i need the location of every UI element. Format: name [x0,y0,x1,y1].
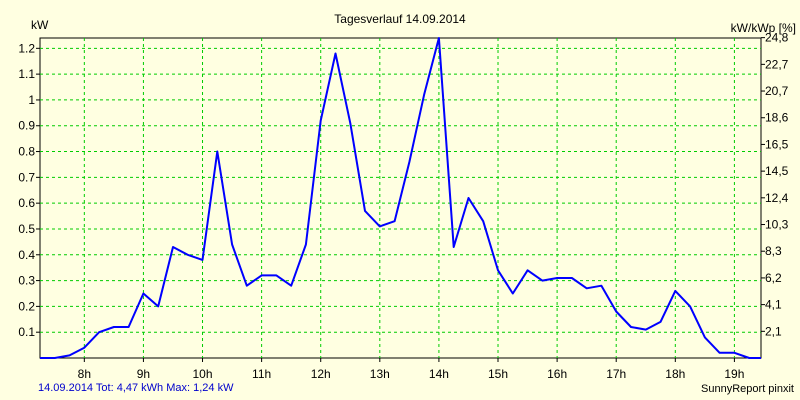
y-tick-label-left: 0.4 [18,248,35,262]
x-tick-label: 13h [370,367,390,381]
y-axis-left-label: kW [31,18,49,32]
x-tick-label: 18h [665,367,685,381]
y-tick-label-right: 10,3 [765,218,789,232]
y-axis-right-label: kW/kWp [%] [731,21,796,35]
ticks-layer: 8h 9h 10h 11h 12h 13h 14h 15h 16h 17h 18h 19h 0.1 0.2… [18,31,788,381]
y-tick-label-left: 1.2 [18,41,35,55]
y-tick-label-left: 0.3 [18,274,35,288]
x-tick-label: 16h [547,367,567,381]
x-tick-label: 11h [252,367,271,381]
y-tick-label-left: 0.1 [18,325,35,339]
x-tick-label: 9h [137,367,150,381]
y-tick-label-right: 22,7 [765,57,789,71]
grid-layer [39,37,762,359]
y-tick-label-left: 0.9 [18,119,35,133]
y-tick-label-right: 20,7 [765,84,789,98]
x-tick-label: 12h [311,367,331,381]
x-tick-label: 19h [724,367,744,381]
y-tick-label-right: 6,2 [765,271,782,285]
x-tick-label: 10h [193,367,213,381]
y-tick-label-left: 1 [28,93,35,107]
chart-title: Tagesverlauf 14.09.2014 [334,12,466,26]
x-tick-label: 17h [606,367,626,381]
y-tick-label-right: 18,6 [765,111,789,125]
y-tick-label-left: 0.8 [18,145,35,159]
y-tick-label-left: 0.5 [18,222,35,236]
y-tick-label-left: 1.1 [18,67,35,81]
y-tick-label-right: 4,1 [765,298,782,312]
y-tick-label-right: 14,5 [765,164,789,178]
y-tick-label-left: 0.7 [18,170,35,184]
series-layer [40,37,761,359]
brand-label: SunnyReport pinxit [701,383,794,395]
x-tick-label: 14h [429,367,449,381]
y-tick-label-left: 0.2 [18,299,35,313]
y-tick-label-right: 8,3 [765,244,782,258]
y-tick-label-right: 16,5 [765,137,789,151]
daily-summary: 14.09.2014 Tot: 4,47 kWh Max: 1,24 kW [38,382,234,394]
x-tick-label: 15h [488,367,508,381]
x-tick-label: 8h [78,367,91,381]
y-tick-label-left: 0.6 [18,196,35,210]
y-tick-label-right: 2,1 [765,324,782,338]
y-tick-label-right: 24,8 [765,31,789,45]
series-line-power [40,37,761,359]
y-tick-label-right: 12,4 [765,191,789,205]
